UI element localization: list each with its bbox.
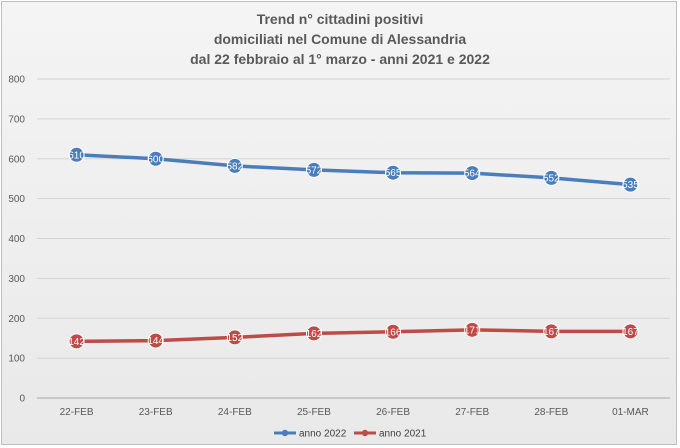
data-label: 152 — [226, 333, 243, 344]
series-line-0 — [74, 153, 633, 187]
data-label: 167 — [543, 327, 560, 338]
data-point — [68, 333, 85, 350]
data-label: 162 — [306, 329, 323, 340]
gridlines — [37, 78, 670, 399]
y-tick-label: 100 — [8, 354, 25, 365]
data-label: 600 — [147, 154, 164, 165]
y-tick-label: 700 — [8, 114, 25, 125]
legend: anno 2022 anno 2021 — [274, 429, 427, 440]
data-label: 564 — [464, 169, 481, 180]
data-label: 565 — [385, 168, 402, 179]
data-point — [622, 323, 639, 340]
x-tick-label: 25-FEB — [297, 407, 331, 418]
data-point — [622, 176, 639, 193]
data-point — [226, 157, 243, 174]
data-label: 582 — [226, 161, 243, 172]
x-axis-tick-labels: 22-FEB 23-FEB 24-FEB 25-FEB 26-FEB 27-FEB 28-F… — [60, 407, 649, 418]
series-lines: 610 600 582 572 565 564 552 535 142 144 152 162 166 1… — [68, 146, 639, 350]
x-tick-label: 28-FEB — [534, 407, 568, 418]
data-label: 572 — [306, 165, 323, 176]
data-label: 171 — [464, 325, 481, 336]
y-tick-label: 400 — [8, 234, 25, 245]
x-tick-label: 01-MAR — [612, 407, 649, 418]
data-label: 142 — [68, 337, 85, 348]
x-tick-label: 27-FEB — [455, 407, 489, 418]
data-point — [385, 164, 402, 181]
y-tick-label: 800 — [8, 75, 25, 86]
data-point — [543, 169, 560, 186]
data-point — [464, 321, 481, 338]
data-point — [147, 150, 164, 167]
data-point — [385, 323, 402, 340]
chart-title-line-1: Trend n° cittadini positivi — [257, 11, 424, 27]
y-tick-label: 0 — [19, 394, 25, 405]
data-point — [305, 325, 322, 342]
series-line-1 — [74, 328, 633, 344]
x-tick-label: 23-FEB — [139, 407, 173, 418]
legend-label: anno 2022 — [299, 429, 347, 440]
chart-title: Trend n° cittadini positivi domiciliati … — [190, 11, 490, 67]
data-point — [68, 146, 85, 163]
chart-title-line-3: dal 22 febbraio al 1° marzo - anni 2021 … — [190, 51, 490, 67]
data-point — [226, 329, 243, 346]
legend-marker-0 — [281, 429, 289, 437]
data-point — [543, 323, 560, 340]
y-tick-label: 500 — [8, 194, 25, 205]
data-label: 552 — [543, 173, 560, 184]
y-tick-label: 200 — [8, 314, 25, 325]
data-label: 167 — [622, 327, 639, 338]
data-label: 144 — [147, 336, 164, 347]
x-tick-label: 26-FEB — [376, 407, 410, 418]
x-tick-label: 24-FEB — [218, 407, 252, 418]
data-label: 535 — [622, 180, 639, 191]
y-tick-label: 300 — [8, 274, 25, 285]
data-point — [305, 161, 322, 178]
data-label: 166 — [385, 327, 402, 338]
data-point — [464, 165, 481, 182]
data-point — [147, 332, 164, 349]
y-tick-label: 600 — [8, 154, 25, 165]
data-label: 610 — [68, 150, 85, 161]
y-axis-tick-labels: 0 100 200 300 400 500 600 700 800 — [8, 75, 25, 405]
legend-label: anno 2021 — [379, 429, 427, 440]
chart-title-line-2: domiciliati nel Comune di Alessandria — [214, 31, 467, 47]
x-tick-label: 22-FEB — [60, 407, 94, 418]
legend-marker-1 — [361, 429, 369, 437]
